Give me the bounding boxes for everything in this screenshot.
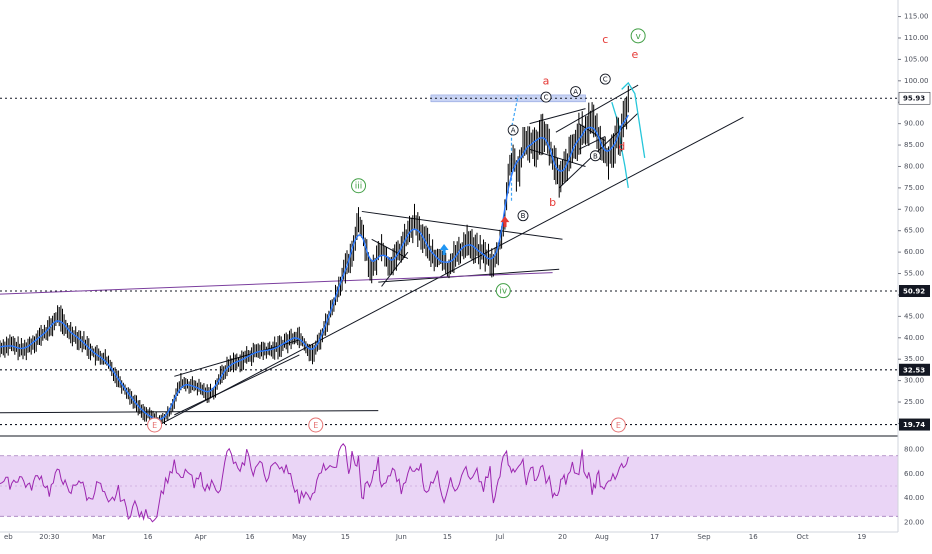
time-tick-label: 20: [558, 533, 567, 541]
svg-text:50.92: 50.92: [903, 288, 925, 296]
rsi-tick-label: 20.00: [904, 518, 924, 526]
price-tick-label: 40.00: [904, 334, 924, 342]
time-tick-label: Mar: [92, 533, 105, 541]
event-marker[interactable]: E: [308, 417, 324, 433]
price-tick-label: 100.00: [904, 77, 929, 85]
rsi-line[interactable]: [0, 443, 629, 523]
price-tick-label: 110.00: [904, 34, 929, 42]
wave-label-circled: C: [540, 91, 552, 103]
time-tick-label: 15: [341, 533, 350, 541]
event-marker[interactable]: E: [147, 417, 163, 433]
price-tick-label: 85.00: [904, 141, 924, 149]
wave-label-green: iv: [495, 283, 511, 299]
price-tick-label: 80.00: [904, 162, 924, 170]
time-tick-label: Jun: [395, 533, 407, 541]
wave-label-circled: B: [589, 150, 601, 162]
wave-label-red: e: [631, 48, 638, 61]
level-price-label: 50.92: [899, 285, 930, 298]
price-tick-label: 65.00: [904, 227, 924, 235]
level-price-label: 19.74: [899, 418, 930, 431]
rsi-tick-label: 60.00: [904, 470, 924, 478]
wave-label-red: c: [602, 33, 608, 46]
jul-wedge-lower[interactable]: [529, 148, 586, 167]
moving-average-line[interactable]: [0, 114, 629, 420]
svg-text:E: E: [616, 421, 621, 430]
svg-text:iii: iii: [355, 182, 363, 192]
jul-wedge-upper[interactable]: [529, 108, 586, 125]
triangle-upper-line[interactable]: [361, 210, 563, 240]
wave-label-green: iii: [351, 178, 367, 194]
svg-text:E: E: [313, 421, 318, 430]
time-tick-label: Sep: [697, 533, 711, 541]
price-tick-label: 70.00: [904, 205, 924, 213]
price-tick-label: 35.00: [904, 355, 924, 363]
price-tick-label: 45.00: [904, 312, 924, 320]
wave-label-red: d: [618, 140, 625, 153]
cyan-projection[interactable]: [621, 81, 646, 158]
rsi-tick-label: 80.00: [904, 446, 924, 454]
time-tick-label: 16: [749, 533, 758, 541]
event-marker[interactable]: E: [610, 417, 626, 433]
time-tick-label: May: [292, 533, 306, 541]
svg-text:95.93: 95.93: [903, 95, 925, 103]
lower-channel-line[interactable]: [0, 410, 379, 414]
svg-text:A: A: [573, 88, 578, 96]
time-tick-label: Jul: [495, 533, 505, 541]
price-tick-label: 30.00: [904, 377, 924, 385]
wave-label-circled: A: [507, 124, 519, 136]
end-wedge-upper[interactable]: [555, 84, 639, 133]
jun-triangle-upper[interactable]: [371, 238, 409, 259]
svg-text:B: B: [521, 212, 526, 220]
svg-text:iv: iv: [499, 287, 508, 297]
svg-text:B: B: [593, 152, 598, 160]
wave-label-red: a: [543, 75, 550, 88]
time-tick-label: Oct: [797, 533, 809, 541]
svg-text:19.74: 19.74: [903, 421, 925, 429]
time-tick-label: Apr: [195, 533, 207, 541]
wave-label-circled: B: [517, 210, 529, 222]
level-price-label: 32.53: [899, 363, 930, 376]
svg-text:A: A: [511, 127, 516, 135]
time-tick-label: 19: [857, 533, 866, 541]
red-up-arrow[interactable]: [500, 216, 510, 228]
price-tick-label: 60.00: [904, 248, 924, 256]
svg-text:C: C: [544, 94, 549, 102]
time-tick-label: 15: [443, 533, 452, 541]
wave-label-red: b: [549, 196, 556, 209]
price-tick-label: 25.00: [904, 398, 924, 406]
svg-text:32.53: 32.53: [903, 366, 925, 374]
price-tick-label: 115.00: [904, 13, 929, 21]
price-tick-label: 105.00: [904, 55, 929, 63]
svg-text:C: C: [603, 76, 608, 84]
wave-label-circled: C: [599, 73, 611, 85]
resistance-zone[interactable]: [430, 94, 586, 103]
wave-label-circled: A: [570, 86, 582, 97]
time-tick-label: 16: [246, 533, 255, 541]
level-price-label: 95.93: [898, 91, 931, 105]
svg-text:v: v: [635, 32, 641, 42]
svg-text:E: E: [152, 421, 157, 430]
time-tick-label: Aug: [595, 533, 609, 541]
price-tick-label: 55.00: [904, 270, 924, 278]
rsi-tick-label: 40.00: [904, 494, 924, 502]
time-tick-label: 17: [650, 533, 659, 541]
time-tick-label: 20:30: [39, 533, 59, 541]
time-tick-label: eb: [4, 533, 13, 541]
price-tick-label: 75.00: [904, 184, 924, 192]
price-tick-label: 90.00: [904, 120, 924, 128]
blue-up-arrow[interactable]: [439, 243, 449, 255]
wave-label-green: v: [630, 28, 646, 44]
apr-channel-lower[interactable]: [174, 354, 300, 416]
purple-neckline[interactable]: [0, 272, 553, 295]
time-tick-label: 16: [144, 533, 153, 541]
aug-mini-lower[interactable]: [578, 136, 606, 150]
